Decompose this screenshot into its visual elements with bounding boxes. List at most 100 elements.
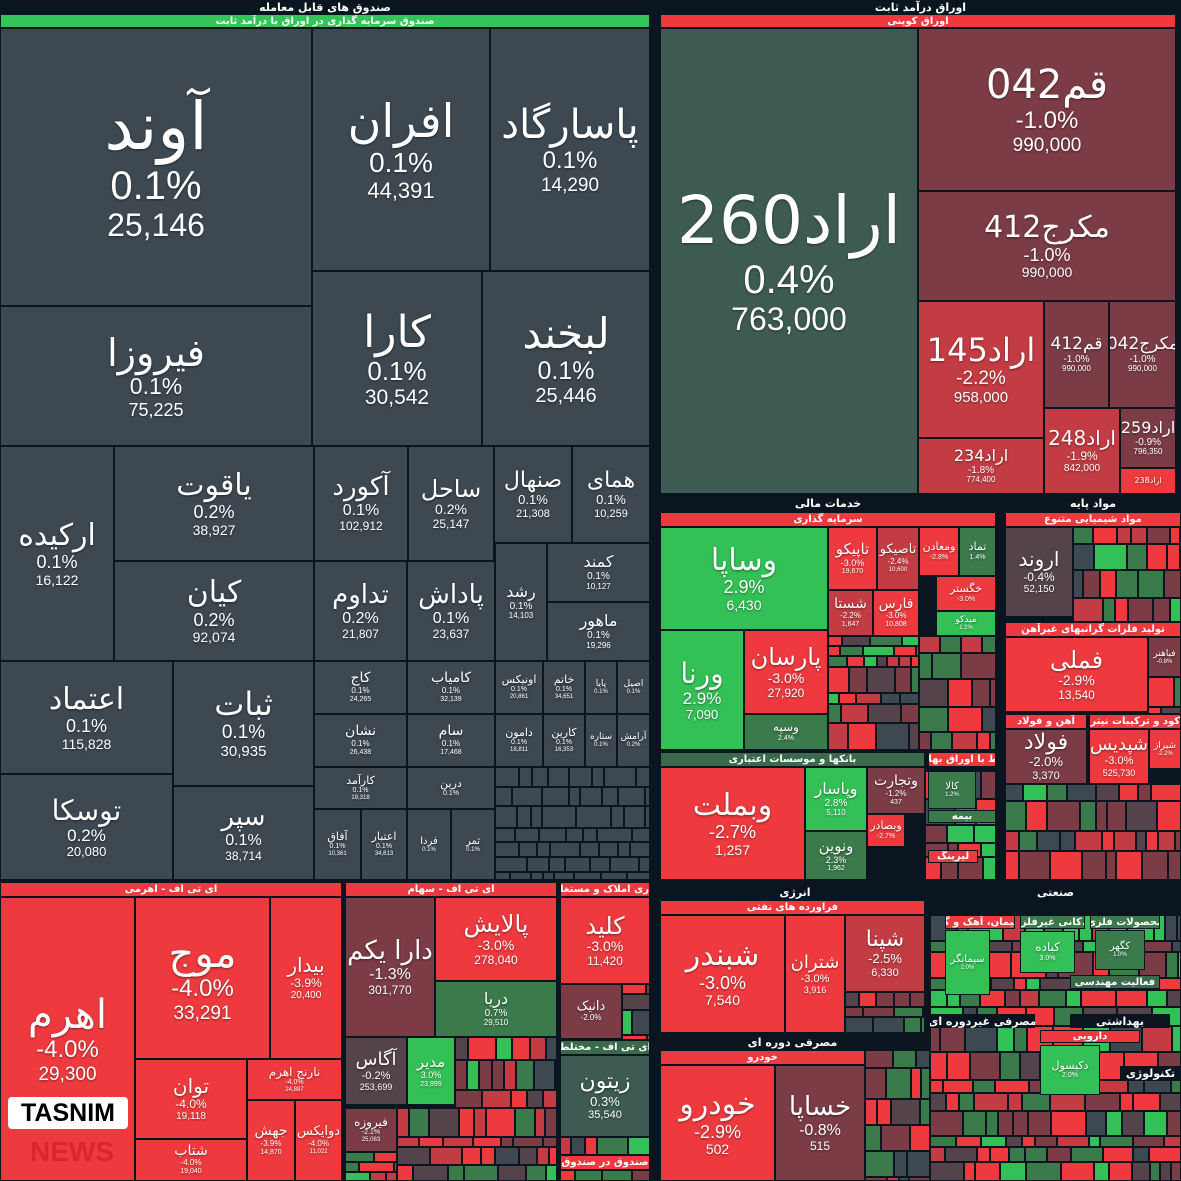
stock-tile[interactable]: دوایکس -4.0% 11,022 xyxy=(295,1100,342,1181)
stock-tile[interactable]: زیتون 0.3% 35,540 xyxy=(560,1055,650,1137)
stock-tile[interactable]: مکرج042 -1.0% 990,000 xyxy=(1109,301,1176,408)
stock-tile[interactable] xyxy=(893,1050,916,1068)
stock-tile[interactable] xyxy=(585,1137,597,1155)
stock-tile[interactable] xyxy=(602,1170,632,1181)
stock-tile[interactable] xyxy=(1171,1080,1181,1093)
stock-tile[interactable] xyxy=(1149,1147,1181,1162)
stock-tile[interactable] xyxy=(639,857,650,872)
stock-tile[interactable] xyxy=(1000,1162,1026,1181)
stock-tile[interactable]: توان -4.0% 19,118 xyxy=(135,1059,247,1139)
stock-tile[interactable] xyxy=(948,679,972,707)
stock-tile[interactable]: صنهال 0.1% 21,308 xyxy=(494,446,572,543)
stock-tile[interactable] xyxy=(1142,1026,1172,1052)
stock-tile[interactable] xyxy=(863,1007,894,1017)
stock-tile[interactable]: شپدیس -3.0% 525,730 xyxy=(1089,729,1149,784)
stock-tile[interactable] xyxy=(1005,851,1019,880)
stock-tile[interactable] xyxy=(943,1080,973,1093)
stock-tile[interactable] xyxy=(828,667,849,693)
stock-tile[interactable] xyxy=(839,693,856,704)
stock-tile[interactable] xyxy=(546,1165,557,1181)
stock-tile[interactable] xyxy=(550,842,580,857)
stock-tile[interactable] xyxy=(974,825,996,843)
stock-tile[interactable] xyxy=(868,704,901,723)
stock-tile[interactable]: دریا 0.7% 29,510 xyxy=(435,981,557,1037)
stock-tile[interactable] xyxy=(1026,801,1047,831)
industry-header[interactable]: مواد شیمیایی متنوع xyxy=(1005,512,1181,527)
industry-header[interactable]: صندوق در صندوق xyxy=(560,1155,650,1170)
stock-tile[interactable] xyxy=(1026,1162,1061,1181)
stock-tile[interactable]: ومعادن -2.8% xyxy=(919,527,959,576)
stock-tile[interactable] xyxy=(569,787,580,806)
stock-tile[interactable] xyxy=(1148,677,1174,707)
stock-tile[interactable] xyxy=(1014,1026,1027,1052)
stock-tile[interactable]: دارا یکم -1.3% 301,770 xyxy=(345,897,435,1037)
stock-tile[interactable] xyxy=(1005,990,1020,1007)
stock-tile[interactable] xyxy=(566,828,583,842)
stock-tile[interactable]: اعتبار 0.1% 34,613 xyxy=(361,809,407,880)
stock-tile[interactable] xyxy=(970,1052,1000,1080)
stock-tile[interactable] xyxy=(1094,1162,1109,1181)
stock-tile[interactable]: موج -4.0% 33,291 xyxy=(135,897,270,1059)
stock-tile[interactable] xyxy=(632,828,650,842)
stock-tile[interactable] xyxy=(602,787,618,806)
stock-tile[interactable]: شیراز -2.2% xyxy=(1149,729,1181,769)
stock-tile[interactable] xyxy=(919,679,948,707)
stock-tile[interactable] xyxy=(495,806,517,828)
stock-tile[interactable] xyxy=(930,1136,956,1147)
stock-tile[interactable] xyxy=(930,1111,963,1136)
stock-tile[interactable] xyxy=(840,646,863,656)
stock-tile[interactable] xyxy=(1147,544,1167,570)
stock-tile[interactable] xyxy=(1161,707,1181,714)
stock-tile[interactable]: اعتماد 0.1% 115,828 xyxy=(0,661,173,774)
industry-header[interactable]: ...اری املاک و مستغلات xyxy=(560,882,650,897)
stock-tile[interactable] xyxy=(828,693,839,704)
stock-tile[interactable] xyxy=(940,1026,965,1052)
stock-tile[interactable] xyxy=(899,1177,909,1181)
stock-tile[interactable] xyxy=(959,1093,974,1111)
stock-tile[interactable] xyxy=(630,842,650,857)
stock-tile[interactable] xyxy=(646,984,650,994)
stock-tile[interactable] xyxy=(1047,1147,1071,1162)
stock-tile[interactable] xyxy=(504,1060,516,1090)
stock-tile[interactable]: فیروزا 0.1% 75,225 xyxy=(0,306,312,446)
stock-tile[interactable]: وبملت -2.7% 1,257 xyxy=(660,767,805,880)
stock-tile[interactable] xyxy=(919,732,931,750)
stock-tile[interactable]: کیان 0.2% 92,074 xyxy=(114,561,314,661)
stock-tile[interactable] xyxy=(535,1108,545,1137)
stock-tile[interactable] xyxy=(945,1147,977,1162)
stock-tile[interactable] xyxy=(473,1137,501,1147)
stock-tile[interactable]: همای 0.1% 10,259 xyxy=(572,446,650,543)
stock-tile[interactable] xyxy=(374,1152,397,1162)
stock-tile[interactable] xyxy=(413,1165,448,1181)
stock-tile[interactable]: کگهر 1.0% xyxy=(1095,930,1145,970)
stock-tile[interactable] xyxy=(1117,527,1131,544)
stock-tile[interactable]: افران 0.1% 44,391 xyxy=(312,28,490,271)
stock-tile[interactable] xyxy=(877,1099,891,1125)
stock-tile[interactable]: ساحل 0.2% 25,147 xyxy=(408,446,494,561)
stock-tile[interactable] xyxy=(947,1052,970,1080)
industry-header[interactable]: ...د کود و ترکیبات نیتروژن xyxy=(1089,714,1181,729)
stock-tile[interactable] xyxy=(576,806,611,828)
industry-header[interactable]: سرمایه گذاری xyxy=(660,512,996,527)
stock-tile[interactable] xyxy=(496,1037,512,1060)
stock-tile[interactable] xyxy=(930,1080,943,1093)
stock-tile[interactable] xyxy=(636,767,650,787)
stock-tile[interactable] xyxy=(580,842,599,857)
stock-tile[interactable] xyxy=(930,990,947,1007)
stock-tile[interactable]: کباده 3.0% xyxy=(1020,931,1075,973)
stock-tile[interactable]: میدکو 1.1% xyxy=(936,611,996,636)
stock-tile[interactable] xyxy=(1005,831,1019,851)
stock-tile[interactable] xyxy=(1106,851,1116,880)
stock-tile[interactable] xyxy=(519,842,537,857)
stock-tile[interactable] xyxy=(545,1108,557,1137)
stock-tile[interactable] xyxy=(1151,784,1181,801)
stock-tile[interactable] xyxy=(891,1099,920,1125)
stock-tile[interactable] xyxy=(1148,707,1161,714)
stock-tile[interactable] xyxy=(1047,801,1080,831)
stock-tile[interactable]: فیروزه -2.1% 25,083 xyxy=(345,1108,397,1152)
stock-tile[interactable] xyxy=(397,1137,419,1147)
stock-tile[interactable] xyxy=(919,653,932,679)
stock-tile[interactable]: اونیکس 0.1% 20,861 xyxy=(495,661,543,714)
stock-tile[interactable] xyxy=(468,1037,496,1060)
stock-tile[interactable]: اصیل 0.1% xyxy=(617,661,650,714)
